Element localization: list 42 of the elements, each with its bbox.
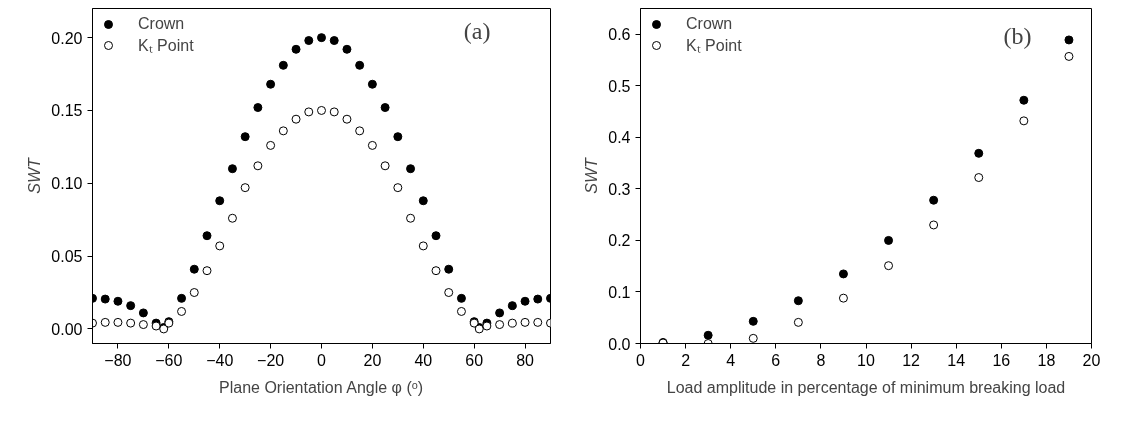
y-tick-label: 0.3 [608, 180, 631, 198]
x-tick-label: −40 [206, 351, 234, 369]
x-tick-label: 40 [414, 351, 433, 369]
x-tick-label: −60 [155, 351, 183, 369]
legend-label: Kₜ Point [138, 36, 194, 56]
x-tick-label: 4 [726, 351, 736, 369]
x-tick-label: 6 [771, 351, 781, 369]
y-tick-label: 0.6 [608, 26, 631, 44]
x-tick-label: 10 [857, 351, 875, 369]
legend-label: Kₜ Point [686, 36, 742, 56]
y-tick-label: 0.4 [608, 129, 631, 147]
x-axis-title: Load amplitude in percentage of minimum breaking load [666, 378, 1066, 396]
x-tick-label: 14 [947, 351, 966, 369]
y-tick-label: 0.2 [608, 232, 631, 250]
legend-label: Crown [138, 15, 185, 33]
annotation: (b) [1003, 22, 1032, 49]
legend-label: Crown [686, 15, 733, 33]
x-tick-label: 60 [465, 351, 484, 369]
y-tick-label: 0.20 [51, 29, 83, 47]
x-tick-label: 0 [636, 351, 646, 369]
x-tick-label: −20 [257, 351, 285, 369]
annotation: (a) [463, 17, 491, 44]
y-tick-label: 0.05 [51, 248, 83, 266]
y-tick-label: 0.10 [51, 175, 83, 193]
y-axis-title: SWT [26, 157, 44, 194]
y-tick-label: 0.1 [608, 283, 631, 301]
x-tick-label: 80 [516, 351, 535, 369]
x-tick-label: 18 [1037, 351, 1056, 369]
x-tick-label: 20 [363, 351, 382, 369]
x-tick-label: 20 [1082, 351, 1101, 369]
x-axis-title: Plane Orientation Angle φ (ᵒ) [219, 378, 424, 396]
y-tick-label: 0.00 [51, 320, 83, 338]
y-tick-label: 0.15 [51, 102, 83, 120]
x-tick-label: 16 [992, 351, 1011, 369]
y-tick-label: 0.5 [608, 77, 631, 95]
y-tick-label: 0.0 [608, 335, 631, 353]
y-axis-title: SWT [583, 157, 601, 194]
x-tick-label: 12 [902, 351, 921, 369]
x-tick-label: −80 [104, 351, 132, 369]
x-tick-label: 0 [317, 351, 327, 369]
x-tick-label: 2 [681, 351, 691, 369]
x-tick-label: 8 [816, 351, 826, 369]
